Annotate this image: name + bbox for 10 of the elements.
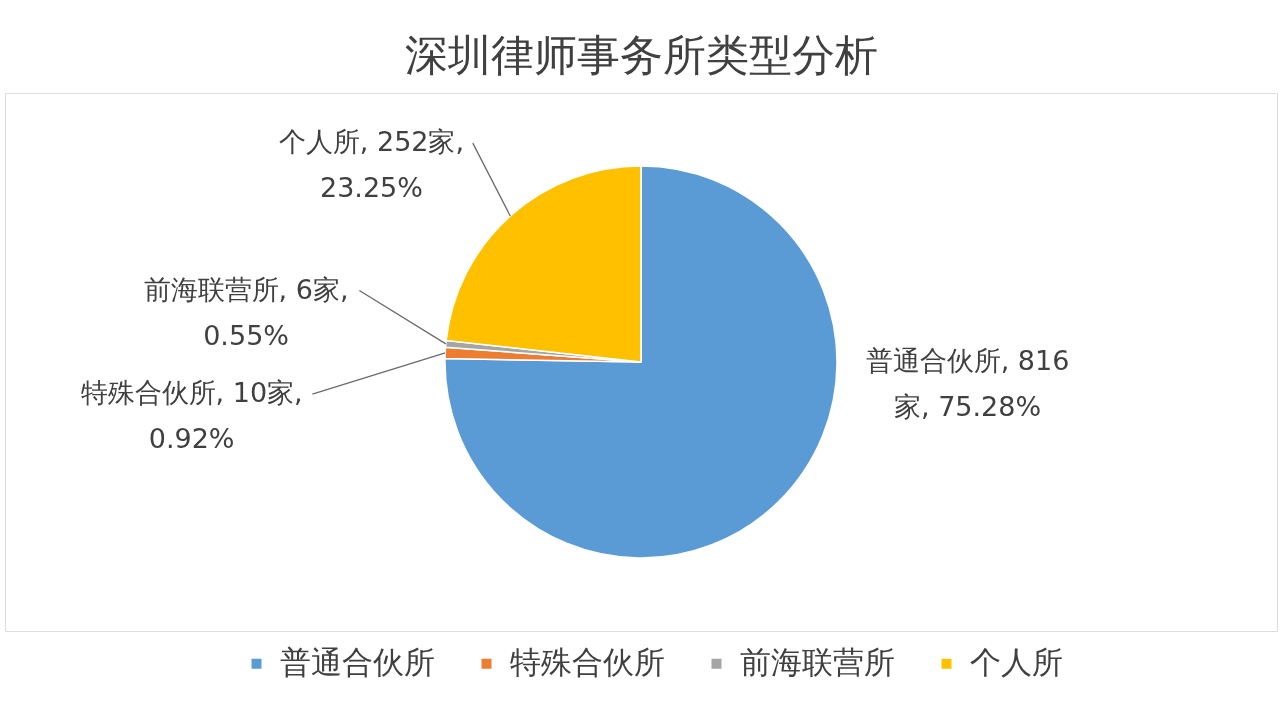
legend-label: 普通合伙所 bbox=[280, 643, 435, 680]
pie-slice bbox=[444, 165, 838, 559]
data-label: 普通合伙所, 816 家, 75.28% bbox=[865, 344, 1070, 422]
legend-label: 特殊合伙所 bbox=[510, 643, 665, 680]
data-label: 个人所, 252家, 23.25% bbox=[278, 126, 465, 204]
data-label: 特殊合伙所, 10家, 0.92% bbox=[80, 377, 303, 455]
legend-label: 个人所 bbox=[970, 643, 1063, 680]
legend-label: 前海联营所 bbox=[740, 643, 895, 680]
data-label: 前海联营所, 6家, 0.55% bbox=[143, 273, 349, 351]
chart-title: 深圳律师事务所类型分析 bbox=[404, 30, 878, 80]
